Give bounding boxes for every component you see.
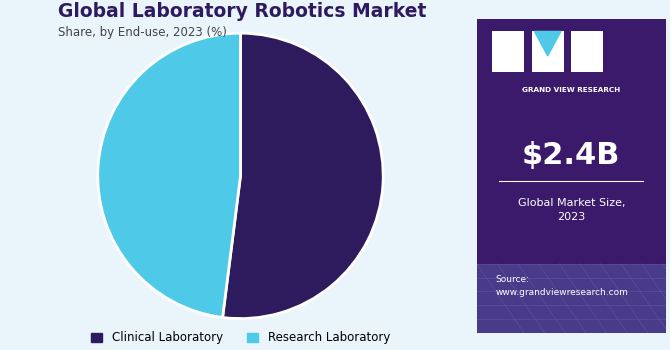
Text: Global Market Size,
2023: Global Market Size, 2023	[517, 198, 625, 222]
Wedge shape	[222, 33, 383, 318]
Text: Share, by End-use, 2023 (%): Share, by End-use, 2023 (%)	[58, 26, 226, 39]
FancyBboxPatch shape	[477, 19, 666, 333]
Text: Global Laboratory Robotics Market: Global Laboratory Robotics Market	[58, 2, 426, 21]
Legend: Clinical Laboratory, Research Laboratory: Clinical Laboratory, Research Laboratory	[86, 327, 395, 349]
Text: $2.4B: $2.4B	[522, 141, 620, 170]
FancyBboxPatch shape	[492, 32, 524, 72]
FancyBboxPatch shape	[531, 32, 563, 72]
FancyBboxPatch shape	[477, 264, 666, 333]
Wedge shape	[98, 33, 241, 317]
Polygon shape	[535, 32, 561, 56]
FancyBboxPatch shape	[572, 32, 604, 72]
Text: GRAND VIEW RESEARCH: GRAND VIEW RESEARCH	[522, 86, 620, 92]
Text: Source:
www.grandviewresearch.com: Source: www.grandviewresearch.com	[496, 275, 628, 296]
